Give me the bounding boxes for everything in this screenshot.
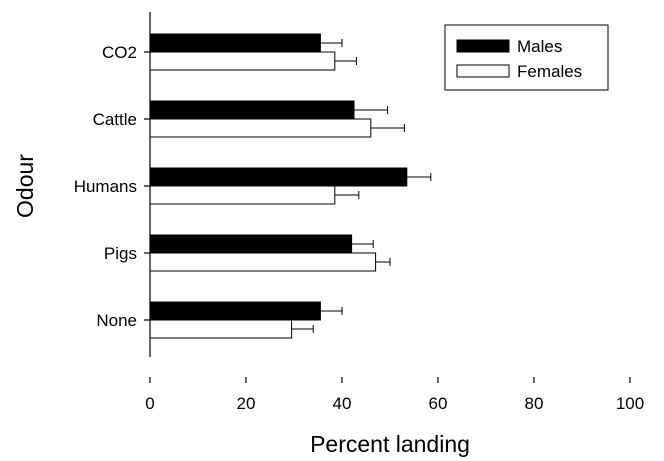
bar-females-none xyxy=(149,319,293,339)
legend-label-females: Females xyxy=(517,62,582,81)
x-tick-label-40: 40 xyxy=(333,394,352,413)
y-tick-label-co2: CO2 xyxy=(102,43,137,62)
bar-males-humans xyxy=(149,167,408,187)
x-tick-label-60: 60 xyxy=(429,394,448,413)
legend: Males Females xyxy=(444,24,609,91)
x-tick-label-80: 80 xyxy=(525,394,544,413)
plot-area xyxy=(149,33,432,339)
bar-females-pigs xyxy=(149,252,377,272)
legend-box xyxy=(444,24,609,91)
y-tick-label-humans: Humans xyxy=(74,177,137,196)
y-axis: CO2 Cattle Humans Pigs None xyxy=(74,43,150,330)
legend-swatch-females xyxy=(456,64,510,78)
legend-swatch-males xyxy=(456,39,510,53)
bar-males-cattle xyxy=(149,100,355,120)
y-tick-label-cattle: Cattle xyxy=(93,110,137,129)
bar-females-cattle xyxy=(149,118,372,138)
y-tick-label-none: None xyxy=(96,311,137,330)
y-axis-title: Odour xyxy=(12,154,38,218)
x-tick-label-0: 0 xyxy=(145,394,154,413)
bar-females-humans xyxy=(149,185,336,205)
axes: 0 20 40 60 80 100 CO2 Cattle Humans Pigs None xyxy=(74,12,644,413)
bar-males-co2 xyxy=(149,33,321,53)
bar-males-pigs xyxy=(149,234,353,254)
y-tick-label-pigs: Pigs xyxy=(104,244,137,263)
legend-label-males: Males xyxy=(517,37,562,56)
x-axis-title: Percent landing xyxy=(310,431,470,457)
x-tick-label-100: 100 xyxy=(616,394,644,413)
bar-males-none xyxy=(149,301,321,321)
x-tick-label-20: 20 xyxy=(237,394,256,413)
bar-females-co2 xyxy=(149,51,336,71)
x-axis: 0 20 40 60 80 100 xyxy=(145,377,644,413)
